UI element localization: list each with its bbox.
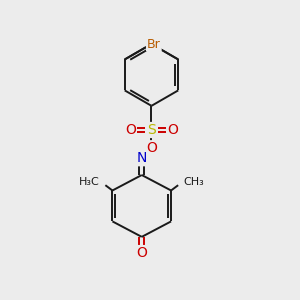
Text: S: S (147, 123, 156, 137)
Text: O: O (125, 123, 136, 137)
Text: CH₃: CH₃ (183, 177, 204, 187)
Text: O: O (136, 246, 147, 260)
Text: O: O (167, 123, 178, 137)
Text: O: O (146, 141, 157, 155)
Text: N: N (136, 151, 147, 165)
Text: Br: Br (147, 38, 161, 50)
Text: H₃C: H₃C (79, 177, 100, 187)
